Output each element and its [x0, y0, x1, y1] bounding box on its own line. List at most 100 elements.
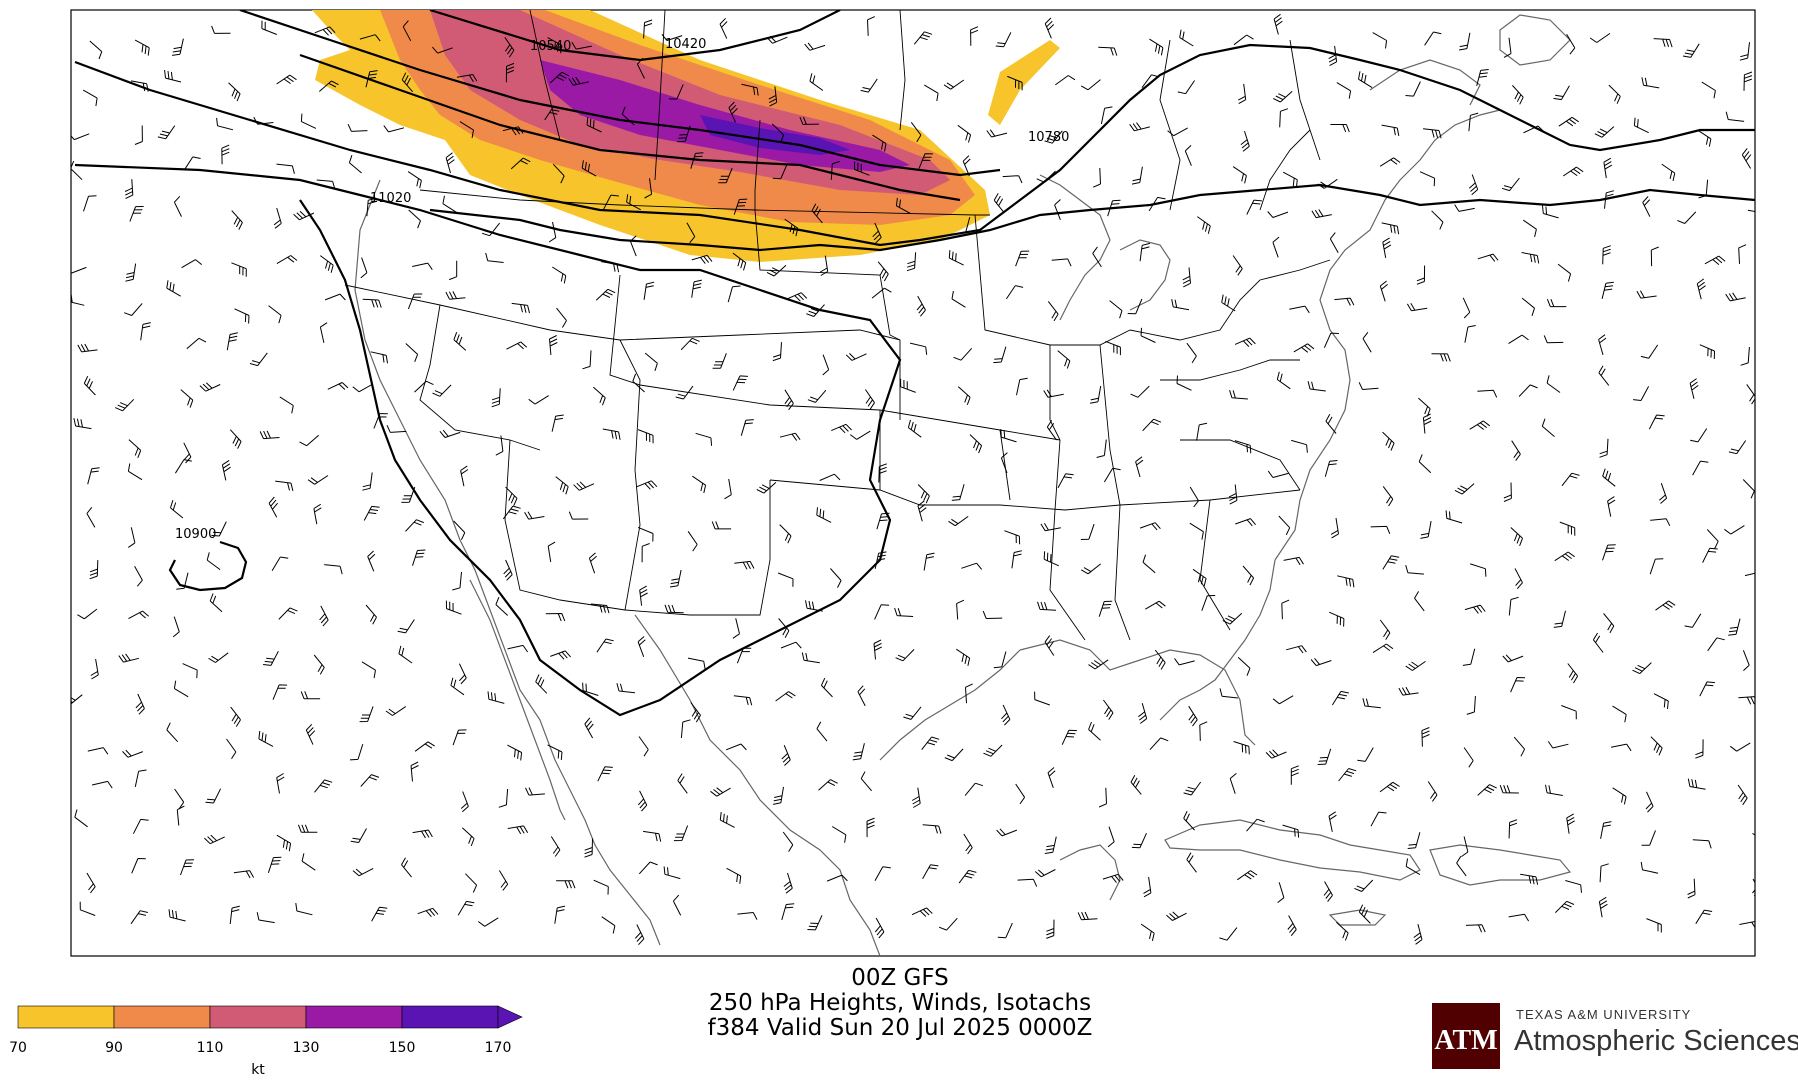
- wind-barb: [779, 432, 801, 441]
- wind-barb: [350, 828, 367, 843]
- wind-barb: [1379, 280, 1388, 302]
- wind-barb: [1381, 124, 1400, 136]
- wind-barb: [1650, 518, 1671, 527]
- wind-barb: [268, 305, 282, 324]
- wind-barb: [1728, 618, 1741, 636]
- wind-barb: [131, 858, 146, 874]
- wind-barb: [1632, 662, 1652, 675]
- wind-barb: [1413, 923, 1423, 945]
- wind-barb: [638, 526, 654, 542]
- wind-barb: [982, 610, 1003, 619]
- wind-barb: [1600, 821, 1612, 839]
- wind-barb: [1382, 486, 1394, 507]
- wind-barb: [273, 207, 282, 229]
- wind-barb: [547, 541, 556, 562]
- wind-barb: [314, 26, 336, 36]
- wind-barb: [1640, 344, 1659, 359]
- wind-barb: [1276, 371, 1291, 390]
- wind-barb: [602, 428, 621, 440]
- wind-barb: [1511, 440, 1521, 461]
- wind-barb: [300, 113, 317, 129]
- wind-barb: [637, 636, 646, 657]
- department-name: Atmospheric Sciences: [1514, 1025, 1798, 1057]
- wind-barb: [1603, 613, 1615, 634]
- wind-barb: [582, 682, 599, 696]
- wind-barb: [944, 748, 964, 762]
- map-title: 00Z GFS 250 hPa Heights, Winds, Isotachs…: [600, 966, 1200, 1041]
- wind-barb: [1289, 305, 1310, 314]
- wind-barb: [295, 903, 313, 916]
- wind-barb: [1744, 572, 1755, 577]
- wind-barb: [1695, 909, 1713, 924]
- wind-barb: [385, 706, 406, 716]
- wind-barb: [1499, 785, 1519, 794]
- wind-barb: [1197, 216, 1211, 234]
- wind-barb: [772, 163, 788, 180]
- wind-barb: [603, 194, 619, 210]
- wind-barb: [221, 459, 231, 481]
- wind-barb: [911, 907, 933, 917]
- wind-barb: [680, 719, 691, 739]
- wind-barb: [1602, 468, 1616, 487]
- wind-barb: [663, 866, 681, 880]
- wind-barb: [134, 565, 143, 587]
- wind-barb: [1148, 196, 1166, 212]
- wind-barb: [1743, 71, 1753, 91]
- wind-barb: [1331, 690, 1349, 706]
- wind-barb: [231, 210, 243, 230]
- wind-barb: [556, 880, 576, 889]
- wind-barb: [1698, 179, 1709, 199]
- wind-barb: [690, 152, 704, 169]
- wind-barb: [551, 414, 564, 432]
- wind-barb: [1174, 658, 1195, 666]
- wind-barb: [505, 62, 515, 83]
- wind-barb: [1138, 703, 1148, 724]
- wind-barb: [1186, 852, 1197, 873]
- wind-barb: [256, 912, 275, 924]
- wind-barb: [83, 195, 97, 212]
- wind-barb: [226, 332, 238, 351]
- wind-barb: [495, 435, 504, 456]
- wind-barb: [907, 419, 922, 438]
- wind-barb: [874, 551, 887, 569]
- wind-barb: [125, 263, 137, 282]
- wind-barb: [1142, 554, 1156, 574]
- wind-barb: [818, 779, 838, 791]
- wind-barb: [1189, 486, 1199, 508]
- wind-barb: [1592, 632, 1604, 653]
- wind-barb: [552, 266, 567, 284]
- wind-barb: [1464, 325, 1476, 343]
- wind-barb: [318, 80, 339, 92]
- wind-barb: [1267, 211, 1289, 218]
- wind-barb: [1541, 418, 1555, 437]
- wind-barb: [1057, 473, 1074, 489]
- wind-barb: [301, 853, 316, 871]
- wind-barb: [1695, 739, 1704, 759]
- wind-barb: [417, 907, 439, 918]
- wind-barb: [297, 824, 318, 833]
- wind-barb: [445, 152, 455, 174]
- wind-barb: [732, 375, 748, 391]
- wind-barb: [1149, 737, 1169, 751]
- wind-barb: [87, 467, 100, 485]
- wind-barb: [1273, 13, 1283, 35]
- wind-barb: [1272, 236, 1280, 258]
- wind-barb: [1229, 773, 1237, 794]
- wind-barb: [1420, 521, 1432, 539]
- wind-barb: [259, 430, 280, 440]
- wind-barb: [1692, 460, 1709, 476]
- wind-barb: [1633, 117, 1649, 134]
- wind-barb: [1545, 784, 1563, 796]
- wind-barb: [432, 46, 453, 54]
- wind-barb: [1521, 297, 1535, 316]
- wind-barb: [352, 867, 374, 877]
- wind-barb: [822, 354, 830, 376]
- wind-barb: [1462, 648, 1476, 666]
- wind-barb: [211, 521, 227, 537]
- wind-barb: [550, 650, 571, 660]
- wind-barb: [166, 280, 181, 297]
- state-borders: [344, 10, 1331, 641]
- wind-barb: [180, 389, 194, 408]
- wind-barb: [1034, 691, 1050, 706]
- wind-barb: [718, 167, 733, 184]
